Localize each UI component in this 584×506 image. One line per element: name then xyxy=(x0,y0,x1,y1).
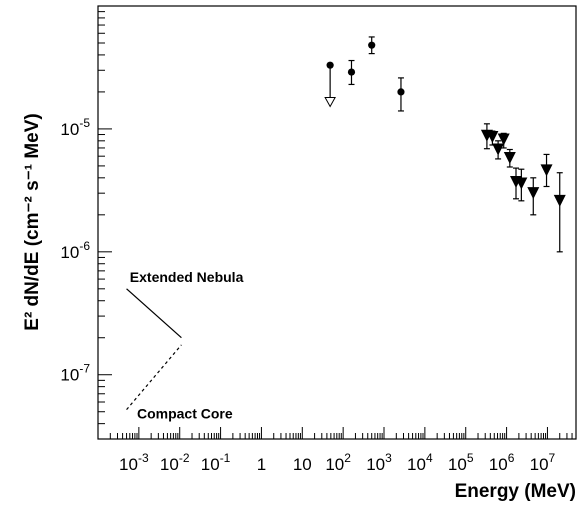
data-point xyxy=(553,194,566,207)
y-tick-labels: 10-7 10-6 10-5 xyxy=(60,116,90,385)
model-line xyxy=(126,344,182,411)
y-tick-label: 10-6 xyxy=(60,239,90,262)
y-tick-label: 10-7 xyxy=(60,362,90,385)
x-tick-label: 103 xyxy=(366,451,392,474)
x-tick-label: 104 xyxy=(407,451,433,474)
annotation-label: Compact Core xyxy=(137,406,233,422)
data-point xyxy=(368,41,376,49)
annotations: Extended Nebula Compact Core xyxy=(130,269,244,422)
data-point xyxy=(515,177,528,190)
annotation-label: Extended Nebula xyxy=(130,269,244,285)
axis-ticks xyxy=(97,5,577,440)
x-tick-label: 107 xyxy=(530,451,556,474)
plot-frame xyxy=(97,5,577,440)
data-point xyxy=(497,133,510,146)
x-tick-label: 102 xyxy=(325,451,351,474)
x-tick-label: 1 xyxy=(257,455,266,474)
x-axis-title: Energy (MeV) xyxy=(455,481,576,502)
data-point xyxy=(527,187,540,200)
data-point xyxy=(486,130,499,143)
data-point xyxy=(326,61,334,69)
model-line xyxy=(126,288,182,339)
model-lines xyxy=(126,288,182,411)
data-point xyxy=(492,143,505,156)
data-point xyxy=(503,151,516,164)
y-axis-title: E² dN/dE (cm⁻² s⁻¹ MeV) xyxy=(22,113,43,330)
data-points xyxy=(324,36,566,253)
x-tick-label: 10 xyxy=(293,455,312,474)
x-tick-label: 10-2 xyxy=(160,451,190,474)
data-point xyxy=(347,68,356,76)
x-tick-label: 10-1 xyxy=(201,451,231,474)
x-tick-label: 106 xyxy=(489,451,515,474)
x-tick-label: 10-3 xyxy=(119,451,149,474)
data-point xyxy=(540,164,553,177)
x-tick-label: 105 xyxy=(448,451,474,474)
x-tick-labels: 10-3 10-2 10-1 1 10 102 103 104 105 106 107 xyxy=(119,451,555,474)
y-tick-label: 10-5 xyxy=(60,116,90,139)
data-point xyxy=(397,88,405,96)
upper-limit-arrow xyxy=(324,97,336,108)
